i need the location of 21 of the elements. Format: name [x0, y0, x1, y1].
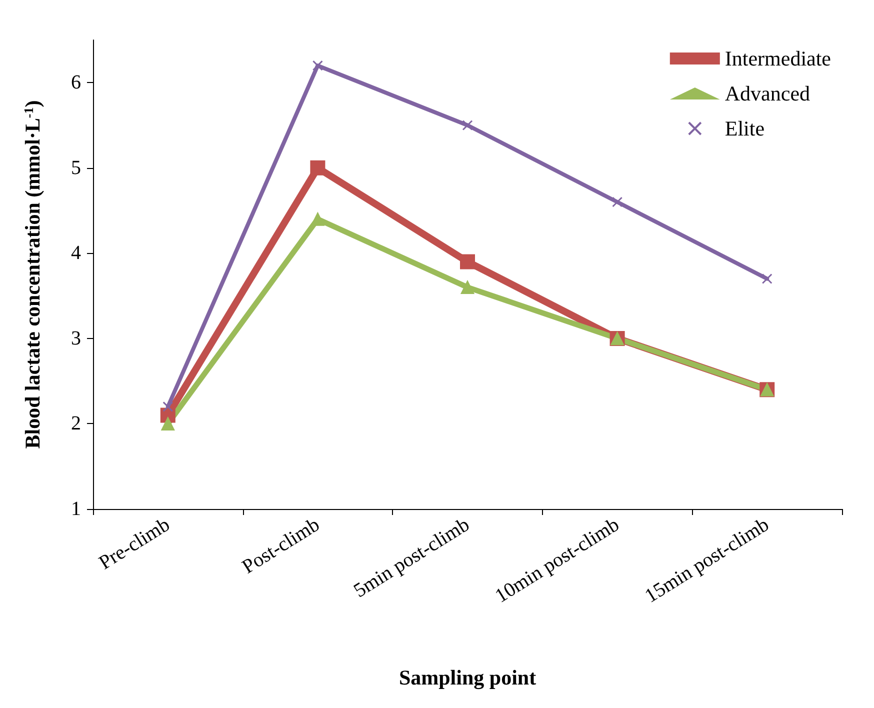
point — [460, 254, 475, 270]
point — [612, 196, 623, 208]
point — [161, 416, 175, 430]
legend-label: Elite — [724, 116, 765, 140]
point — [310, 212, 324, 226]
y-tick-label: 6 — [71, 72, 81, 94]
x-axis-title: Sampling point — [398, 666, 536, 690]
legend-label: Advanced — [724, 82, 811, 106]
point — [460, 280, 474, 294]
point — [310, 160, 326, 176]
point — [162, 401, 174, 412]
y-axis-title: Blood lactate concentration (mmol·L-1) — [20, 100, 44, 449]
y-tick-label: 5 — [71, 156, 81, 179]
point — [462, 120, 473, 131]
y-tick-label: 4 — [71, 242, 81, 264]
y-tick-label: 2 — [71, 412, 81, 435]
y-tick-label: 3 — [71, 327, 81, 350]
y-tick-label: 1 — [71, 498, 81, 520]
point — [312, 60, 323, 71]
point — [762, 274, 772, 284]
legend-label: Intermediate — [724, 46, 831, 70]
